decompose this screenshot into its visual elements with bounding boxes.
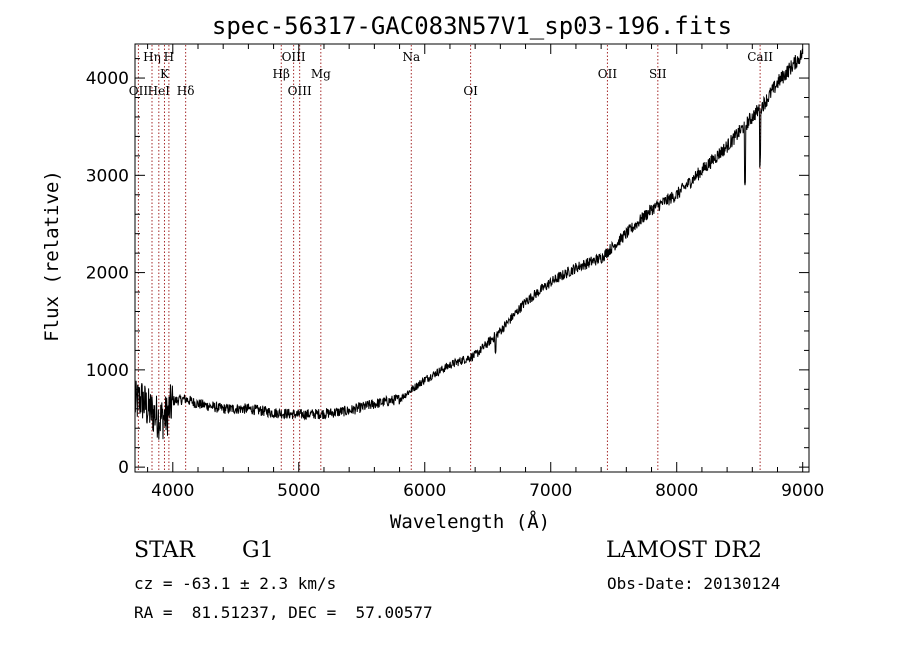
coordinates: RA = 81.51237, DEC = 57.00577 — [134, 603, 433, 622]
spectral-line-label: SII — [649, 67, 667, 81]
y-axis-label: Flux (relative) — [41, 170, 63, 342]
tick-label: 7000 — [529, 481, 572, 501]
spectral-line-label: H — [164, 50, 174, 64]
tick-label: 9000 — [781, 481, 824, 501]
spectral-line-label: HeI — [148, 84, 171, 98]
tick-label: 4000 — [151, 481, 194, 501]
spectrum-line — [134, 48, 803, 440]
spectral-line-label: Hβ — [273, 67, 290, 81]
spectral-line-label: Hη — [143, 50, 161, 64]
tick-label: 2000 — [86, 264, 129, 284]
chart-title: spec-56317-GAC083N57V1_sp03-196.fits — [212, 12, 732, 40]
spectral-line-label: CaII — [747, 50, 773, 64]
object-class: STAR — [134, 538, 195, 563]
spectral-line-label: OIII — [282, 50, 306, 64]
x-axis-label: Wavelength (Å) — [390, 510, 550, 533]
spectral-line-label: K — [160, 67, 170, 81]
spectral-line-label: Na — [402, 50, 420, 64]
axis-ticks: 4000 5000 6000 7000 8000 9000 0 1000 2000 3000 400… — [86, 44, 824, 501]
tick-label: 5000 — [277, 481, 320, 501]
spectral-line-label: OII — [129, 84, 149, 98]
spectral-line-label: OI — [463, 84, 478, 98]
tick-label: 1000 — [86, 361, 129, 381]
tick-label: 3000 — [86, 166, 129, 186]
tick-label: 0 — [118, 458, 129, 478]
redshift-value: cz = -63.1 ± 2.3 km/s — [134, 574, 337, 593]
spectral-line-label: Mg — [311, 67, 331, 81]
object-subclass: G1 — [242, 538, 274, 563]
tick-label: 8000 — [655, 481, 698, 501]
tick-label: 6000 — [403, 481, 446, 501]
tick-label: 4000 — [86, 69, 129, 89]
spectral-line-label: Hδ — [177, 84, 195, 98]
observation-date: Obs-Date: 20130124 — [607, 574, 781, 593]
spectral-line-label: OII — [598, 67, 618, 81]
plot-frame — [134, 43, 810, 473]
survey-name: LAMOST DR2 — [606, 538, 762, 563]
spectral-line-label: OIII — [288, 84, 312, 98]
